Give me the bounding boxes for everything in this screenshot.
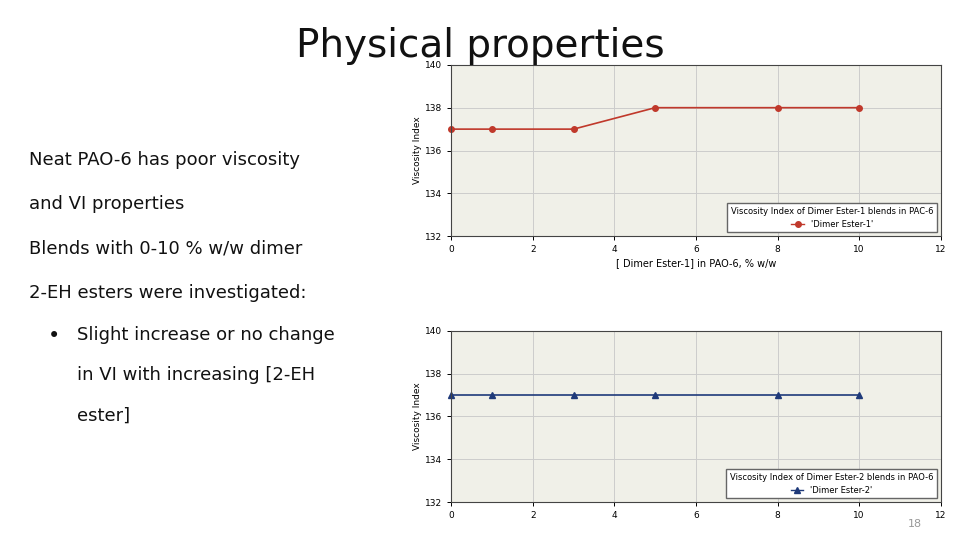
Text: Physical properties: Physical properties: [296, 27, 664, 65]
Text: ester]: ester]: [77, 407, 130, 424]
Legend: 'Dimer Ester-2': 'Dimer Ester-2': [727, 469, 937, 498]
Text: Slight increase or no change: Slight increase or no change: [77, 326, 334, 343]
Text: and VI properties: and VI properties: [29, 195, 184, 213]
Text: •: •: [48, 326, 60, 346]
Text: Neat PAO-6 has poor viscosity: Neat PAO-6 has poor viscosity: [29, 151, 300, 169]
Text: Blends with 0-10 % w/w dimer: Blends with 0-10 % w/w dimer: [29, 240, 302, 258]
Y-axis label: Viscosity Index: Viscosity Index: [413, 382, 422, 450]
Text: in VI with increasing [2-EH: in VI with increasing [2-EH: [77, 366, 315, 384]
X-axis label: [ Dimer Ester-1] in PAO-6, % w/w: [ Dimer Ester-1] in PAO-6, % w/w: [615, 259, 777, 268]
Text: 2-EH esters were investigated:: 2-EH esters were investigated:: [29, 284, 306, 302]
Legend: 'Dimer Ester-1': 'Dimer Ester-1': [728, 204, 937, 232]
Text: 18: 18: [907, 519, 922, 529]
Y-axis label: Viscosity Index: Viscosity Index: [413, 117, 422, 185]
